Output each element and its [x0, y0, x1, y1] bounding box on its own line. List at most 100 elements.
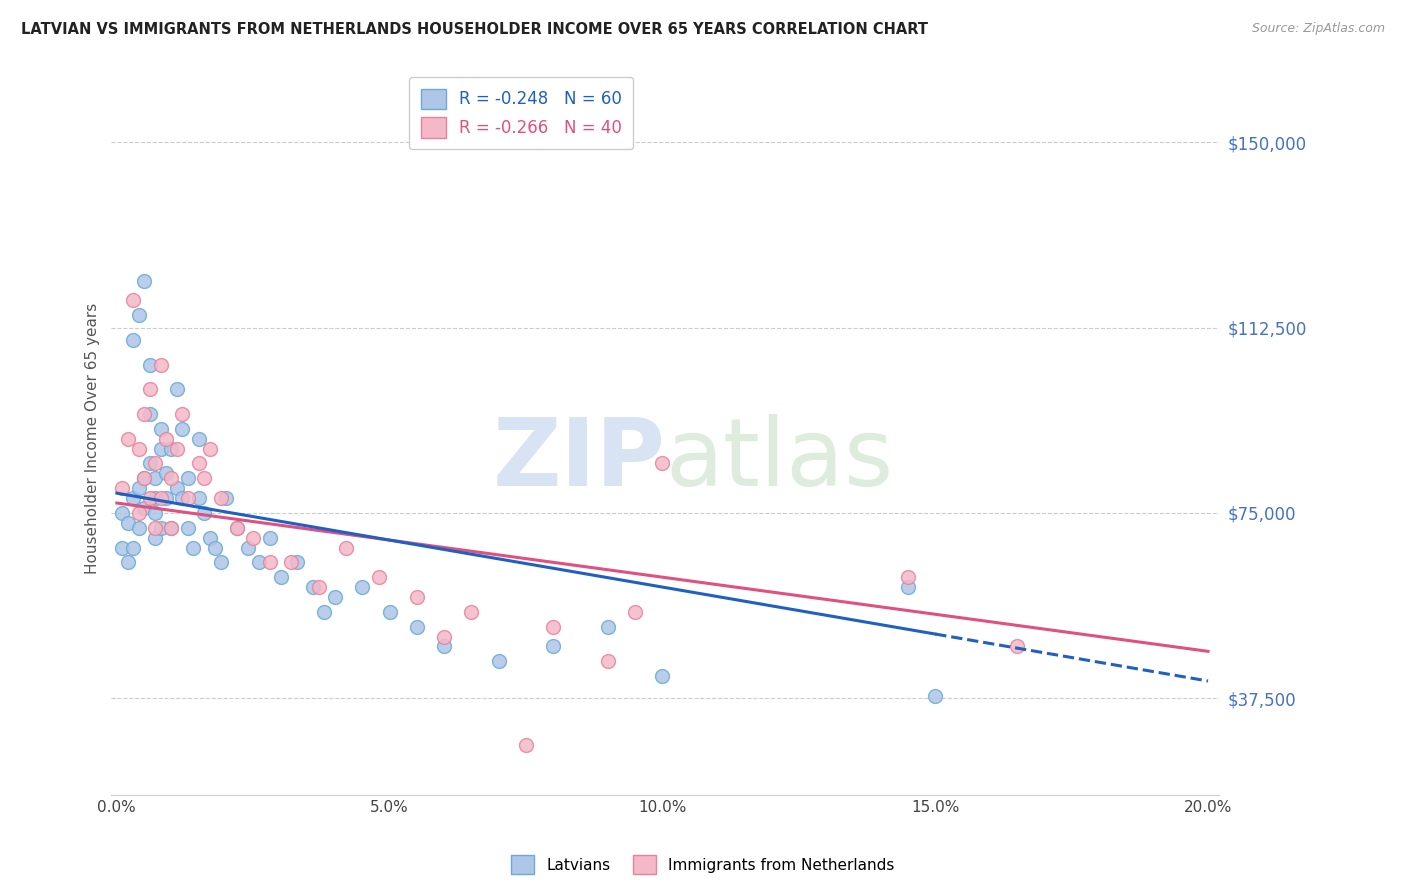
- Point: [134, 500, 156, 515]
- Point: [225, 521, 247, 535]
- Point: [236, 541, 259, 555]
- Point: [193, 506, 215, 520]
- Point: [460, 605, 482, 619]
- Point: [378, 605, 401, 619]
- Point: [172, 422, 194, 436]
- Point: [122, 491, 145, 505]
- Point: [111, 481, 134, 495]
- Point: [515, 738, 537, 752]
- Point: [488, 654, 510, 668]
- Point: [117, 555, 139, 569]
- Point: [242, 531, 264, 545]
- Point: [177, 471, 200, 485]
- Point: [122, 333, 145, 347]
- Point: [193, 471, 215, 485]
- Point: [543, 619, 565, 633]
- Point: [155, 432, 177, 446]
- Point: [166, 382, 188, 396]
- Point: [143, 506, 166, 520]
- Point: [138, 382, 160, 396]
- Point: [181, 541, 204, 555]
- Point: [367, 570, 389, 584]
- Point: [172, 407, 194, 421]
- Point: [149, 358, 172, 372]
- Point: [128, 481, 150, 495]
- Point: [406, 619, 429, 633]
- Point: [285, 555, 308, 569]
- Point: [117, 432, 139, 446]
- Point: [149, 442, 172, 456]
- Point: [143, 521, 166, 535]
- Point: [624, 605, 647, 619]
- Point: [204, 541, 226, 555]
- Point: [111, 541, 134, 555]
- Point: [160, 521, 183, 535]
- Point: [134, 471, 156, 485]
- Point: [187, 457, 209, 471]
- Point: [897, 570, 920, 584]
- Point: [111, 506, 134, 520]
- Point: [177, 521, 200, 535]
- Point: [143, 457, 166, 471]
- Point: [155, 467, 177, 481]
- Point: [187, 491, 209, 505]
- Point: [270, 570, 292, 584]
- Point: [924, 689, 946, 703]
- Point: [259, 555, 281, 569]
- Point: [215, 491, 238, 505]
- Point: [138, 358, 160, 372]
- Point: [209, 555, 232, 569]
- Point: [225, 521, 247, 535]
- Point: [122, 293, 145, 308]
- Point: [352, 580, 374, 594]
- Y-axis label: Householder Income Over 65 years: Householder Income Over 65 years: [86, 303, 100, 574]
- Point: [143, 471, 166, 485]
- Point: [166, 481, 188, 495]
- Point: [543, 640, 565, 654]
- Point: [596, 619, 619, 633]
- Point: [280, 555, 302, 569]
- Point: [897, 580, 920, 594]
- Legend: Latvians, Immigrants from Netherlands: Latvians, Immigrants from Netherlands: [505, 849, 901, 880]
- Point: [302, 580, 325, 594]
- Point: [335, 541, 357, 555]
- Point: [198, 531, 221, 545]
- Point: [134, 407, 156, 421]
- Point: [172, 491, 194, 505]
- Point: [122, 541, 145, 555]
- Legend: R = -0.248   N = 60, R = -0.266   N = 40: R = -0.248 N = 60, R = -0.266 N = 40: [409, 77, 634, 149]
- Point: [323, 590, 346, 604]
- Point: [149, 422, 172, 436]
- Point: [651, 669, 673, 683]
- Text: Source: ZipAtlas.com: Source: ZipAtlas.com: [1251, 22, 1385, 36]
- Point: [143, 531, 166, 545]
- Point: [308, 580, 330, 594]
- Text: LATVIAN VS IMMIGRANTS FROM NETHERLANDS HOUSEHOLDER INCOME OVER 65 YEARS CORRELAT: LATVIAN VS IMMIGRANTS FROM NETHERLANDS H…: [21, 22, 928, 37]
- Point: [259, 531, 281, 545]
- Point: [433, 630, 456, 644]
- Point: [187, 432, 209, 446]
- Point: [128, 442, 150, 456]
- Point: [314, 605, 336, 619]
- Point: [138, 407, 160, 421]
- Point: [177, 491, 200, 505]
- Point: [433, 640, 456, 654]
- Point: [149, 491, 172, 505]
- Point: [247, 555, 270, 569]
- Point: [128, 308, 150, 322]
- Point: [155, 491, 177, 505]
- Point: [143, 491, 166, 505]
- Point: [651, 457, 673, 471]
- Point: [406, 590, 429, 604]
- Point: [117, 516, 139, 530]
- Point: [166, 442, 188, 456]
- Point: [596, 654, 619, 668]
- Point: [138, 457, 160, 471]
- Point: [160, 521, 183, 535]
- Point: [134, 274, 156, 288]
- Point: [138, 491, 160, 505]
- Point: [134, 471, 156, 485]
- Text: ZIP: ZIP: [492, 414, 665, 506]
- Point: [128, 521, 150, 535]
- Point: [128, 506, 150, 520]
